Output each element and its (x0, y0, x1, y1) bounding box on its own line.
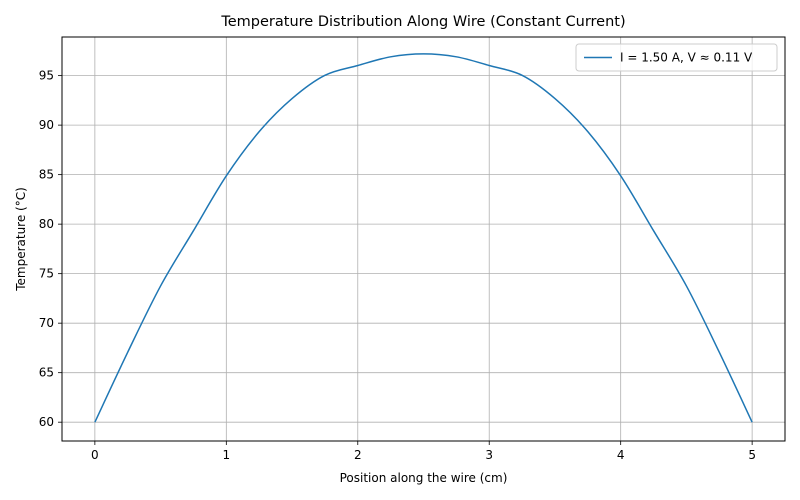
y-tick-label: 75 (39, 267, 54, 281)
legend: I = 1.50 A, V ≈ 0.11 V (575, 43, 778, 72)
x-tick-label: 4 (617, 448, 625, 462)
x-tick-label: 1 (222, 448, 230, 462)
y-tick-label: 80 (39, 217, 54, 231)
y-tick-label: 85 (39, 168, 54, 182)
grid-lines (62, 37, 785, 441)
series-line (94, 53, 753, 423)
y-axis-ticks: 60 65 70 75 80 85 90 95 (39, 69, 62, 429)
plot-frame (61, 36, 786, 442)
legend-box (575, 43, 778, 72)
x-axis-label: Position along the wire (cm) (340, 471, 508, 485)
y-tick-label: 95 (39, 69, 54, 83)
chart-title: Temperature Distribution Along Wire (Con… (220, 14, 625, 30)
x-tick-label: 0 (91, 448, 99, 462)
y-tick-label: 70 (39, 316, 54, 330)
series-layer (94, 53, 753, 423)
x-tick-label: 5 (748, 448, 756, 462)
x-tick-label: 3 (485, 448, 493, 462)
y-tick-label: 65 (39, 366, 54, 380)
x-axis-ticks: 0 1 2 3 4 5 (91, 441, 756, 462)
legend-entry-label: I = 1.50 A, V ≈ 0.11 V (620, 51, 753, 65)
y-tick-label: 60 (39, 415, 54, 429)
x-tick-label: 2 (354, 448, 362, 462)
y-axis-label: Temperature (°C) (14, 187, 28, 292)
y-tick-label: 90 (39, 118, 54, 132)
